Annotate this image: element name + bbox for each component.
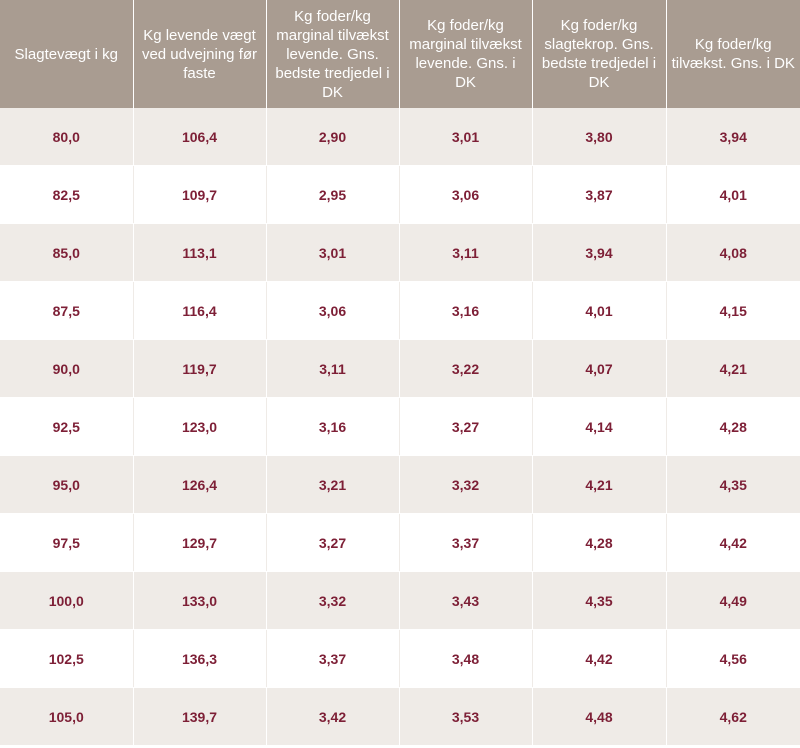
cell-slaughter-weight: 90,0 xyxy=(0,339,134,398)
cell-live-weight: 119,7 xyxy=(133,339,267,398)
cell-marginal-feed-avg: 3,32 xyxy=(399,455,533,514)
cell-marginal-feed-avg: 3,11 xyxy=(399,223,533,282)
cell-carcass-feed-best-third: 3,87 xyxy=(532,165,667,224)
cell-slaughter-weight: 85,0 xyxy=(0,223,134,282)
table-row: 100,0 133,0 3,32 3,43 4,35 4,49 xyxy=(0,571,800,630)
table-row: 105,0 139,7 3,42 3,53 4,48 4,62 xyxy=(0,687,800,746)
cell-marginal-feed-avg: 3,48 xyxy=(399,629,533,688)
table-row: 95,0 126,4 3,21 3,32 4,21 4,35 xyxy=(0,455,800,514)
header-growth-feed-avg: Kg foder/kg tilvækst. Gns. i DK xyxy=(666,0,800,108)
cell-live-weight: 139,7 xyxy=(133,687,267,746)
cell-slaughter-weight: 105,0 xyxy=(0,687,134,746)
cell-live-weight: 106,4 xyxy=(133,108,267,166)
table-row: 90,0 119,7 3,11 3,22 4,07 4,21 xyxy=(0,339,800,398)
table-row: 102,5 136,3 3,37 3,48 4,42 4,56 xyxy=(0,629,800,688)
cell-carcass-feed-best-third: 4,42 xyxy=(532,629,667,688)
header-carcass-feed-best-third: Kg foder/kg slagtekrop. Gns. bedste tred… xyxy=(532,0,667,108)
cell-marginal-feed-avg: 3,01 xyxy=(399,108,533,166)
cell-marginal-feed-avg: 3,43 xyxy=(399,571,533,630)
cell-live-weight: 126,4 xyxy=(133,455,267,514)
cell-slaughter-weight: 87,5 xyxy=(0,281,134,340)
header-marginal-feed-avg: Kg foder/kg marginal tilvækst levende. G… xyxy=(399,0,533,108)
cell-marginal-feed-best-third: 2,95 xyxy=(266,165,400,224)
cell-growth-feed-avg: 3,94 xyxy=(666,108,800,166)
cell-growth-feed-avg: 4,08 xyxy=(666,223,800,282)
cell-carcass-feed-best-third: 4,14 xyxy=(532,397,667,456)
cell-marginal-feed-avg: 3,06 xyxy=(399,165,533,224)
cell-growth-feed-avg: 4,35 xyxy=(666,455,800,514)
cell-marginal-feed-avg: 3,16 xyxy=(399,281,533,340)
cell-marginal-feed-best-third: 3,11 xyxy=(266,339,400,398)
table-row: 82,5 109,7 2,95 3,06 3,87 4,01 xyxy=(0,165,800,224)
cell-slaughter-weight: 82,5 xyxy=(0,165,134,224)
cell-slaughter-weight: 95,0 xyxy=(0,455,134,514)
cell-slaughter-weight: 80,0 xyxy=(0,108,134,166)
cell-live-weight: 136,3 xyxy=(133,629,267,688)
cell-slaughter-weight: 102,5 xyxy=(0,629,134,688)
cell-live-weight: 113,1 xyxy=(133,223,267,282)
cell-marginal-feed-best-third: 2,90 xyxy=(266,108,400,166)
cell-growth-feed-avg: 4,42 xyxy=(666,513,800,572)
cell-marginal-feed-best-third: 3,21 xyxy=(266,455,400,514)
cell-marginal-feed-best-third: 3,16 xyxy=(266,397,400,456)
cell-slaughter-weight: 100,0 xyxy=(0,571,134,630)
cell-marginal-feed-avg: 3,22 xyxy=(399,339,533,398)
cell-slaughter-weight: 92,5 xyxy=(0,397,134,456)
cell-marginal-feed-best-third: 3,42 xyxy=(266,687,400,746)
cell-growth-feed-avg: 4,56 xyxy=(666,629,800,688)
table-row: 87,5 116,4 3,06 3,16 4,01 4,15 xyxy=(0,281,800,340)
cell-carcass-feed-best-third: 4,01 xyxy=(532,281,667,340)
cell-live-weight: 133,0 xyxy=(133,571,267,630)
cell-carcass-feed-best-third: 4,28 xyxy=(532,513,667,572)
cell-carcass-feed-best-third: 4,07 xyxy=(532,339,667,398)
cell-marginal-feed-best-third: 3,32 xyxy=(266,571,400,630)
cell-live-weight: 129,7 xyxy=(133,513,267,572)
cell-growth-feed-avg: 4,21 xyxy=(666,339,800,398)
cell-carcass-feed-best-third: 4,35 xyxy=(532,571,667,630)
cell-growth-feed-avg: 4,49 xyxy=(666,571,800,630)
cell-growth-feed-avg: 4,28 xyxy=(666,397,800,456)
cell-growth-feed-avg: 4,01 xyxy=(666,165,800,224)
cell-slaughter-weight: 97,5 xyxy=(0,513,134,572)
cell-marginal-feed-avg: 3,27 xyxy=(399,397,533,456)
header-row: Slagtevægt i kg Kg levende vægt ved udve… xyxy=(0,0,800,108)
cell-live-weight: 123,0 xyxy=(133,397,267,456)
cell-growth-feed-avg: 4,62 xyxy=(666,687,800,746)
cell-live-weight: 109,7 xyxy=(133,165,267,224)
cell-marginal-feed-best-third: 3,27 xyxy=(266,513,400,572)
cell-carcass-feed-best-third: 4,21 xyxy=(532,455,667,514)
cell-carcass-feed-best-third: 4,48 xyxy=(532,687,667,746)
cell-marginal-feed-avg: 3,53 xyxy=(399,687,533,746)
table-header: Slagtevægt i kg Kg levende vægt ved udve… xyxy=(0,0,800,108)
table-row: 97,5 129,7 3,27 3,37 4,28 4,42 xyxy=(0,513,800,572)
cell-marginal-feed-best-third: 3,06 xyxy=(266,281,400,340)
cell-carcass-feed-best-third: 3,80 xyxy=(532,108,667,166)
header-live-weight: Kg levende vægt ved udvejning før faste xyxy=(133,0,267,108)
cell-marginal-feed-best-third: 3,01 xyxy=(266,223,400,282)
cell-live-weight: 116,4 xyxy=(133,281,267,340)
table-body: 80,0 106,4 2,90 3,01 3,80 3,94 82,5 109,7 2,95 3,… xyxy=(0,108,800,746)
header-marginal-feed-best-third: Kg foder/kg marginal tilvækst levende. G… xyxy=(266,0,400,108)
cell-growth-feed-avg: 4,15 xyxy=(666,281,800,340)
cell-carcass-feed-best-third: 3,94 xyxy=(532,223,667,282)
table-row: 92,5 123,0 3,16 3,27 4,14 4,28 xyxy=(0,397,800,456)
table-row: 85,0 113,1 3,01 3,11 3,94 4,08 xyxy=(0,223,800,282)
cell-marginal-feed-best-third: 3,37 xyxy=(266,629,400,688)
cell-marginal-feed-avg: 3,37 xyxy=(399,513,533,572)
header-slaughter-weight: Slagtevægt i kg xyxy=(0,0,134,108)
table-row: 80,0 106,4 2,90 3,01 3,80 3,94 xyxy=(0,108,800,166)
